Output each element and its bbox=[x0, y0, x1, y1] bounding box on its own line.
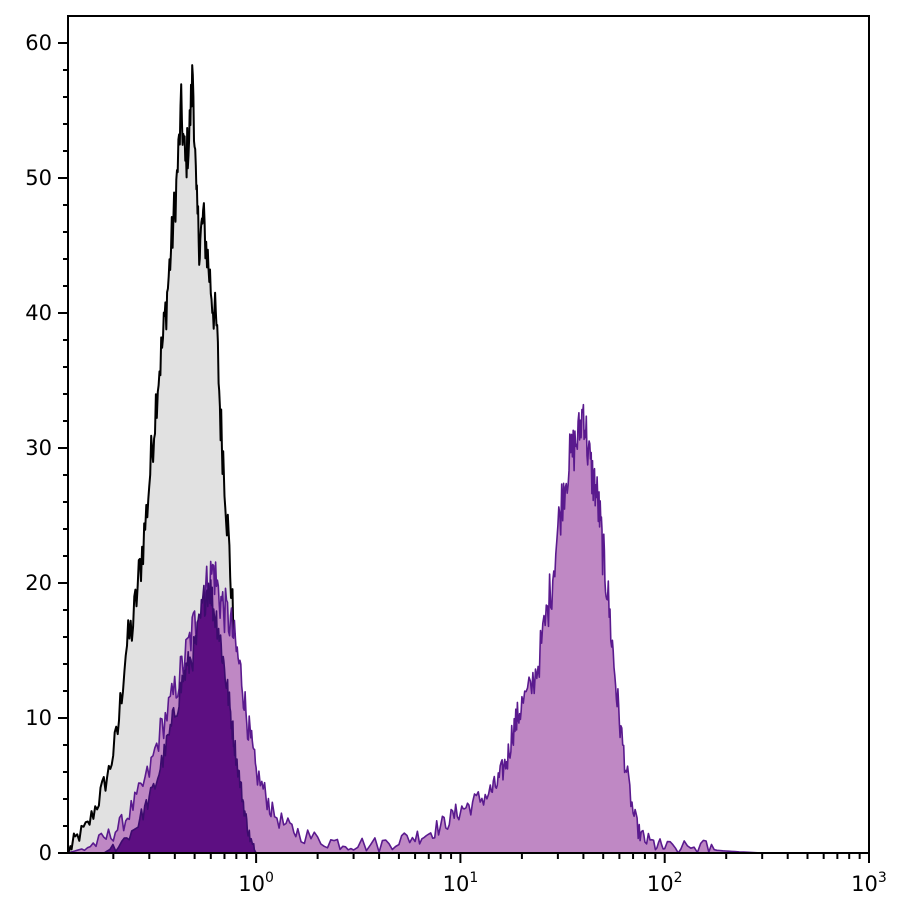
histogram-series-3 bbox=[103, 579, 257, 854]
y-axis: 0 10 20 30 40 50 60 bbox=[25, 31, 68, 865]
y-tick-label: 20 bbox=[25, 571, 52, 595]
x-tick-label: 100 bbox=[238, 870, 274, 896]
y-tick-label: 60 bbox=[25, 31, 52, 55]
y-tick-label: 30 bbox=[25, 436, 52, 460]
x-tick-label: 101 bbox=[443, 870, 479, 896]
plot-frame bbox=[67, 15, 870, 854]
x-tick-label: 102 bbox=[647, 870, 683, 896]
series-layer bbox=[67, 64, 763, 854]
y-tick-label: 10 bbox=[25, 706, 52, 730]
y-tick-label: 0 bbox=[39, 841, 52, 865]
y-tick-label: 40 bbox=[25, 301, 52, 325]
y-tick-label: 50 bbox=[25, 166, 52, 190]
x-axis: 100 101 102 103 bbox=[112, 853, 887, 896]
x-tick-label: 103 bbox=[851, 870, 887, 896]
